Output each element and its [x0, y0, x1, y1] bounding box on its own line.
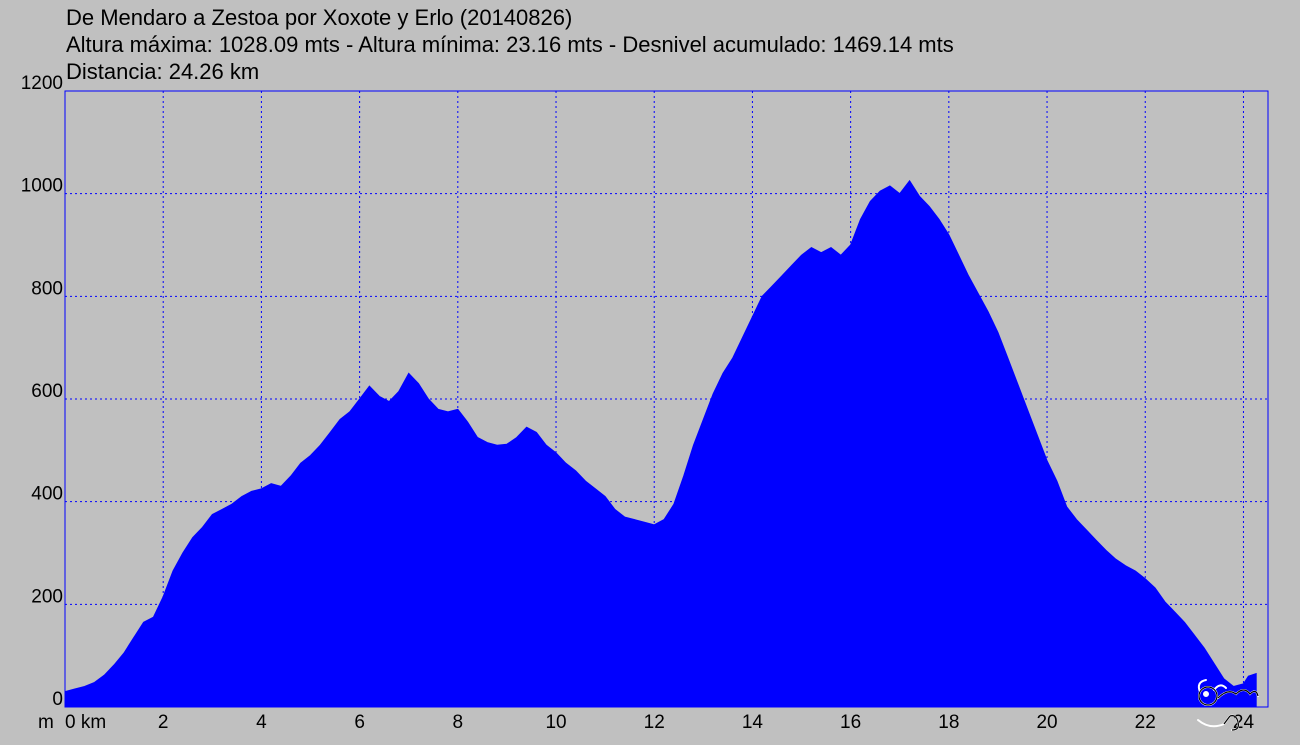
- x-tick-label: 22: [1135, 712, 1156, 733]
- y-tick-labels: 0 200 400 600 800 1000 1200: [21, 73, 63, 710]
- x-tick-label: 12: [644, 712, 665, 733]
- y-tick-label: 400: [31, 484, 63, 505]
- y-tick-label: 0: [52, 689, 63, 710]
- x-tick-label: 10: [545, 712, 566, 733]
- y-axis-unit-label: m: [38, 712, 54, 733]
- x-tick-labels: 0 km 2 4 6 8 10 12 14 16 18 20 22 24: [65, 712, 1254, 733]
- x-tick-label: 18: [938, 712, 959, 733]
- x-tick-label: 0 km: [65, 712, 106, 733]
- x-tick-label: 8: [453, 712, 464, 733]
- x-tick-label: 14: [742, 712, 764, 733]
- x-tick-label: 4: [256, 712, 267, 733]
- elevation-area-layer: [64, 179, 1257, 708]
- y-tick-label: 200: [31, 586, 63, 607]
- chart-header: De Mendaro a Zestoa por Xoxote y Erlo (2…: [66, 4, 954, 85]
- x-tick-label: 2: [158, 712, 169, 733]
- y-tick-label: 800: [31, 278, 63, 299]
- x-tick-label: 16: [840, 712, 861, 733]
- x-tick-label: 20: [1036, 712, 1057, 733]
- y-tick-label: 600: [31, 381, 63, 402]
- y-tick-label: 1200: [21, 73, 63, 94]
- y-tick-label: 1000: [21, 176, 63, 197]
- x-tick-label: 6: [354, 712, 365, 733]
- distance-stat: Distancia: 24.26 km: [66, 59, 260, 84]
- grid-layer: [65, 91, 1268, 707]
- elepeho-logo-icon: [1197, 679, 1259, 731]
- chart-title: De Mendaro a Zestoa por Xoxote y Erlo (2…: [66, 5, 573, 30]
- plot-frame: [64, 90, 1269, 708]
- elevation-stats: Altura máxima: 1028.09 mts - Altura míni…: [66, 32, 954, 57]
- elevation-area: [64, 179, 1257, 708]
